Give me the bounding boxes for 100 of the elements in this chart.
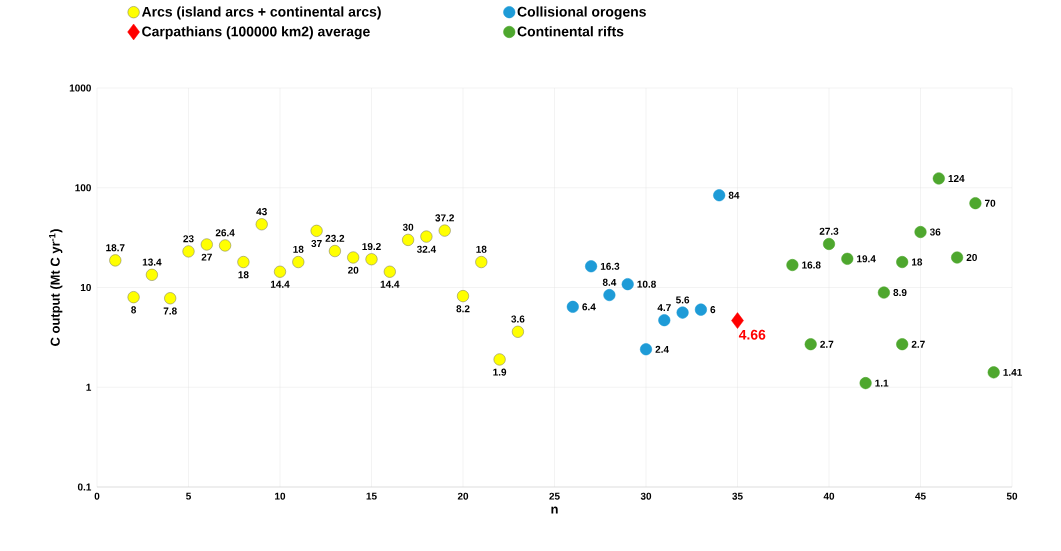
x-axis-title: n [551, 506, 558, 514]
data-label: 18 [293, 245, 304, 253]
data-label: 18 [238, 271, 249, 279]
data-label: 1.41 [1003, 368, 1022, 376]
point [365, 253, 378, 266]
data-label: 19.4 [857, 255, 876, 263]
data-label: 32.4 [416, 245, 437, 253]
data-label: 43 [256, 208, 267, 216]
x-tick-label: 25 [549, 492, 560, 500]
data-label: 84 [728, 191, 740, 199]
data-label: 37.2 [435, 214, 454, 222]
point [511, 325, 524, 338]
point [694, 303, 707, 316]
point [292, 256, 305, 269]
data-label: 30 [402, 223, 414, 231]
point [383, 265, 396, 278]
data-label: 19.2 [362, 243, 381, 251]
data-label: 8 [131, 306, 137, 314]
data-label: 6.4 [582, 303, 596, 311]
point [200, 238, 213, 251]
x-tick-label: 50 [1006, 492, 1018, 500]
point [164, 292, 177, 305]
y-tick-label: 0.1 [77, 483, 92, 491]
point [822, 237, 836, 251]
point [841, 252, 854, 265]
data-label: 20 [966, 253, 977, 261]
x-tick-label: 35 [732, 492, 743, 500]
y-tick-label: 1 [86, 383, 92, 391]
x-tick-label: 45 [915, 492, 926, 500]
point [127, 291, 140, 304]
data-label: 124 [948, 174, 965, 182]
point [786, 259, 799, 272]
data-label: 2.7 [911, 340, 925, 348]
point [310, 224, 323, 237]
point [347, 251, 360, 264]
point [237, 256, 250, 269]
point [566, 300, 579, 313]
point [438, 224, 451, 237]
point [219, 239, 232, 252]
x-tick-label: 20 [457, 492, 469, 500]
point [932, 172, 945, 185]
y-tick-label: 100 [75, 184, 91, 192]
point [182, 245, 195, 258]
point [731, 312, 744, 329]
data-label: 16.8 [802, 261, 821, 269]
point [639, 343, 653, 356]
point [951, 251, 964, 264]
point [328, 245, 341, 258]
point [493, 353, 506, 366]
point [877, 286, 890, 299]
point [676, 306, 689, 319]
x-tick-label: 0 [94, 492, 100, 500]
data-label: 3.6 [511, 315, 525, 323]
data-label: 2.7 [820, 340, 834, 348]
data-label: 14.4 [270, 280, 290, 288]
data-label: 36 [929, 228, 941, 236]
data-label: 16.3 [600, 262, 620, 270]
data-label: 1.1 [875, 379, 889, 387]
point [420, 230, 433, 243]
data-label: 18.7 [106, 244, 125, 252]
data-label: 4.7 [657, 304, 671, 312]
data-label: 14.4 [380, 280, 400, 288]
data-label: 1.9 [493, 368, 507, 376]
data-label: 18 [912, 258, 923, 266]
point [896, 338, 909, 351]
data-label: 18 [476, 245, 487, 253]
point [402, 233, 415, 246]
y-axis-title: C output (Mt C yr$^{-1}$) [49, 229, 63, 346]
data-label: 8.4 [602, 278, 617, 286]
point [804, 338, 817, 351]
legend-label: Carpathians (100000 km2) average [142, 26, 370, 40]
point [621, 278, 634, 291]
data-label: 4.66 [738, 329, 766, 340]
legend-label: Collisional orogens [517, 6, 646, 20]
legend-label: Continental rifts [517, 26, 624, 37]
data-label: 23.2 [325, 234, 345, 242]
data-label: 70 [984, 199, 996, 207]
point [658, 314, 671, 327]
x-tick-label: 15 [366, 492, 377, 500]
point [896, 256, 909, 269]
x-tick-label: 30 [640, 492, 652, 500]
y-tick-label: 1000 [69, 84, 91, 92]
point [273, 265, 287, 278]
legend-label: Arcs (island arcs + continental arcs) [141, 6, 381, 20]
data-label: 5.6 [675, 296, 690, 304]
point [859, 377, 872, 390]
point [255, 218, 268, 231]
data-label: 27 [201, 253, 212, 261]
data-label: 23 [183, 235, 194, 243]
point [603, 289, 616, 302]
point [475, 256, 488, 269]
data-label: 26.4 [215, 229, 235, 237]
y-tick-label: 10 [80, 283, 91, 292]
data-label: 6 [710, 306, 716, 314]
x-tick-label: 5 [186, 492, 191, 500]
data-label: 7.8 [163, 307, 177, 315]
point [713, 189, 726, 202]
point [145, 268, 158, 281]
point [585, 260, 598, 273]
data-label: 27.3 [819, 227, 839, 235]
